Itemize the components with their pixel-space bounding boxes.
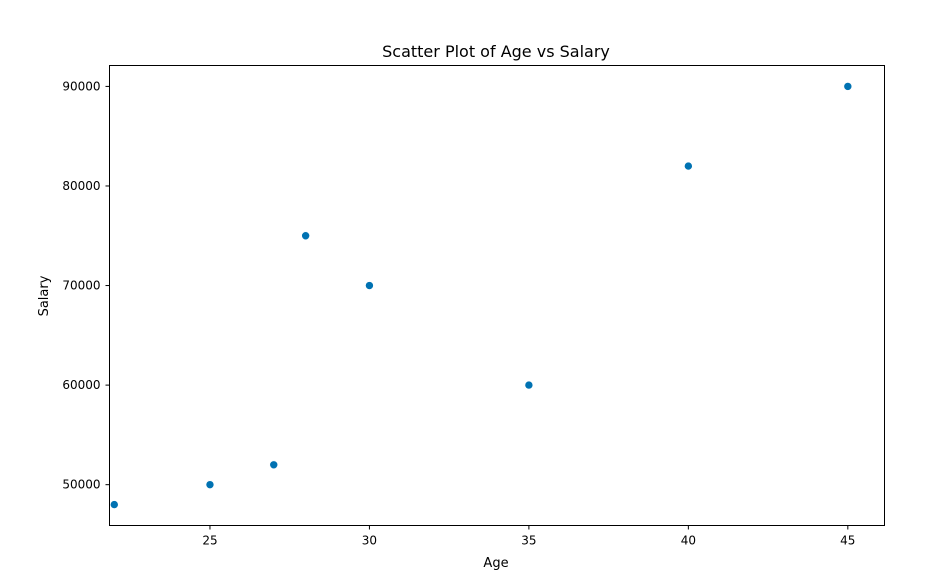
y-tick-label-3: 80000 bbox=[62, 179, 100, 193]
y-axis-ticks: 50000 60000 70000 80000 90000 bbox=[62, 79, 110, 492]
data-point-0-4 bbox=[365, 281, 374, 290]
data-point-0-2 bbox=[269, 460, 279, 470]
data-point-0-3 bbox=[301, 231, 310, 241]
plot-area-frame bbox=[109, 65, 885, 526]
data-point-0-0 bbox=[109, 500, 119, 509]
x-tick-label-4: 45 bbox=[840, 534, 855, 548]
data-point-0-5 bbox=[524, 380, 534, 390]
x-axis-label: Age bbox=[483, 556, 508, 571]
y-axis-label: Salary bbox=[37, 275, 52, 316]
y-tick-label-4: 90000 bbox=[62, 79, 100, 93]
points-layer bbox=[109, 82, 853, 509]
x-tick-label-3: 40 bbox=[681, 534, 696, 548]
x-axis-ticks: 25 30 35 40 45 bbox=[202, 525, 855, 548]
data-point-0-1 bbox=[205, 480, 215, 489]
x-tick-label-2: 35 bbox=[521, 534, 536, 548]
y-tick-label-1: 60000 bbox=[62, 378, 100, 392]
y-tick-label-2: 70000 bbox=[62, 279, 100, 293]
x-tick-label-1: 30 bbox=[362, 534, 377, 548]
data-point-0-7 bbox=[843, 82, 853, 91]
data-point-0-6 bbox=[684, 161, 693, 171]
chart-title: Scatter Plot of Age vs Salary bbox=[382, 42, 610, 61]
y-tick-label-0: 50000 bbox=[62, 478, 100, 492]
x-tick-label-0: 25 bbox=[202, 534, 217, 548]
